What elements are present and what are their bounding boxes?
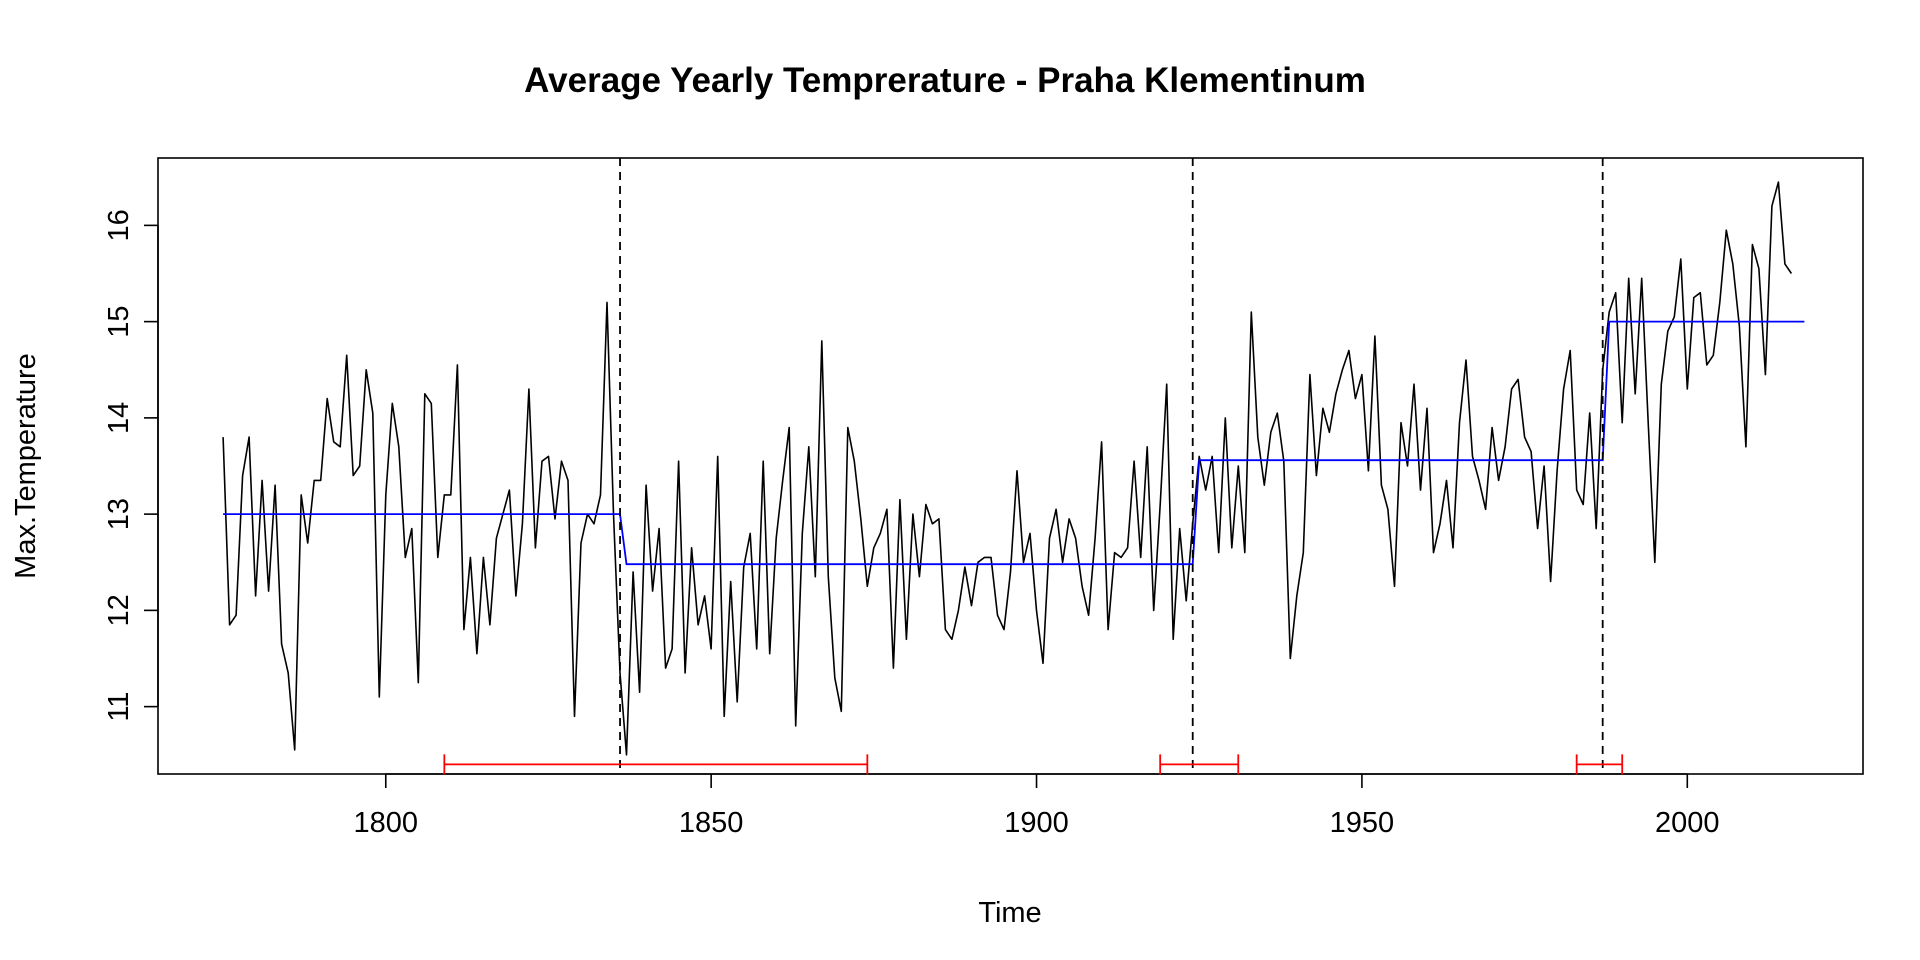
temperature-series-line (222, 181, 1793, 756)
x-axis: 1800 1850 1900 1950 2000 (354, 773, 1720, 839)
x-tick-label: 1900 (1004, 807, 1069, 839)
chart-title: Average Yearly Temprerature - Praha Klem… (524, 61, 1366, 100)
x-tick-label: 1850 (679, 807, 744, 839)
y-tick-label: 13 (103, 498, 135, 530)
x-axis-label: Time (978, 897, 1041, 929)
plot-marks (222, 158, 1805, 775)
confidence-interval (1575, 754, 1624, 775)
y-tick-label: 11 (103, 692, 135, 722)
y-axis-label: Max.Temperature (10, 353, 42, 579)
y-tick-label: 12 (103, 594, 135, 626)
y-tick-label: 14 (103, 402, 135, 434)
plot-frame (157, 157, 1864, 775)
segment-mean-line (223, 320, 1805, 566)
x-tick-label: 1800 (354, 807, 419, 839)
y-axis: 11 12 13 14 15 16 (103, 209, 159, 722)
x-tick-label: 2000 (1655, 807, 1720, 839)
y-tick-label: 16 (103, 209, 135, 241)
y-tick-label: 15 (103, 305, 135, 337)
confidence-interval (443, 754, 869, 775)
x-tick-label: 1950 (1330, 807, 1395, 839)
confidence-interval (1159, 754, 1240, 775)
